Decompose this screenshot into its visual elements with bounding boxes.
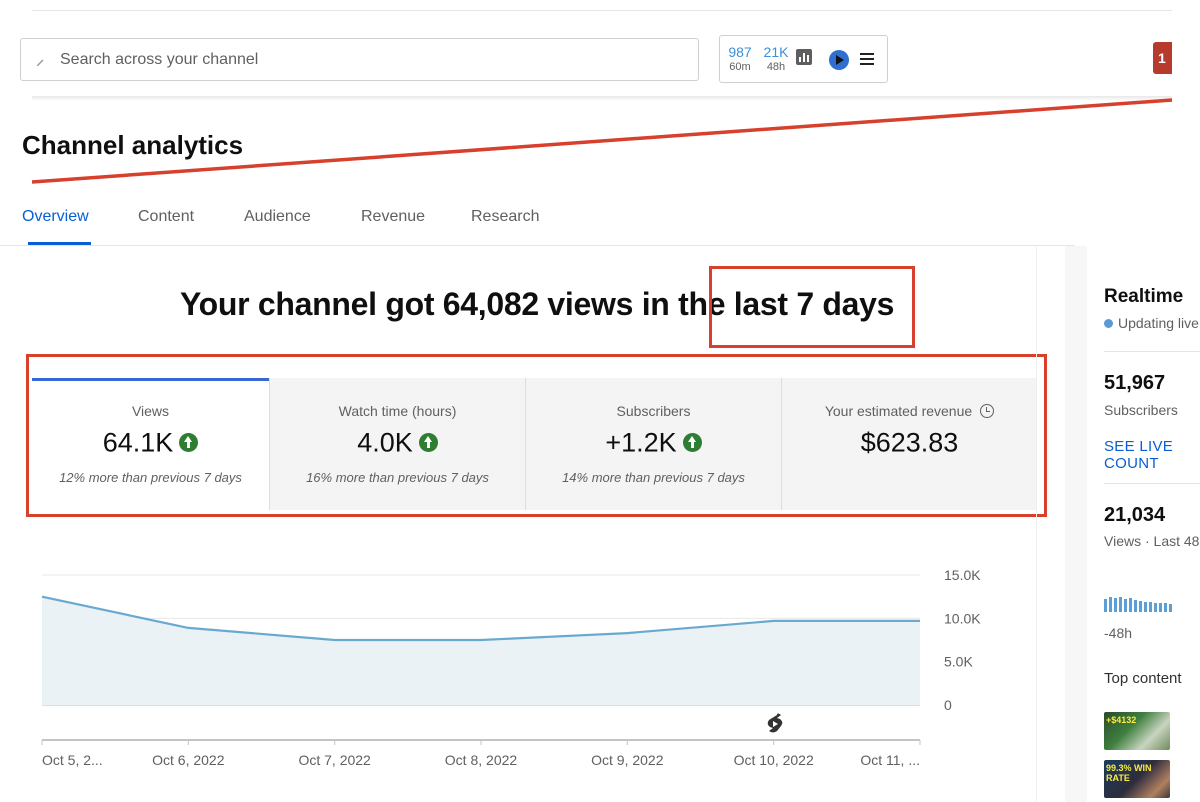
metric-card-subscribers[interactable]: Subscribers +1.2K 14% more than previous… <box>525 378 781 510</box>
y-tick-label: 5.0K <box>944 654 973 670</box>
stat-48h-value: 21K <box>763 44 789 60</box>
y-tick-label: 10.0K <box>944 610 981 626</box>
divider <box>1104 351 1200 352</box>
x-tick-label: Oct 10, 2022 <box>734 752 814 768</box>
stat-60m-label: 60m <box>729 61 751 73</box>
realtime-subscribers-value: 51,967 <box>1104 372 1166 394</box>
metric-cards: Views 64.1K 12% more than previous 7 day… <box>32 378 1037 510</box>
metric-card-watch-time[interactable]: Watch time (hours) 4.0K 16% more than pr… <box>269 378 525 510</box>
metric-title: Subscribers <box>616 403 691 419</box>
menu-icon[interactable] <box>860 53 874 65</box>
live-dot-icon <box>1104 319 1113 328</box>
metric-value: 4.0K <box>357 427 413 458</box>
x-tick-label: Oct 7, 2022 <box>298 752 371 768</box>
page-title: Channel analytics <box>22 130 244 160</box>
panel-divider <box>1036 246 1037 802</box>
top-content-thumbnail[interactable]: +$4132 <box>1104 712 1170 750</box>
analytics-tabs: Overview Content Audience Revenue Resear… <box>0 198 1075 246</box>
views-chart: 15.0K 10.0K 5.0K 0 Oct 5, 2... Oct 6, 2022 Oct… <box>41 567 981 768</box>
thumbnail-text: 99.3% WIN RATE <box>1106 763 1152 783</box>
tab-content[interactable]: Content <box>138 208 195 225</box>
arrow-up-icon <box>418 433 438 453</box>
x-tick-label: Oct 5, 2... <box>42 752 103 768</box>
metric-delta: 12% more than previous 7 days <box>59 470 242 485</box>
realtime-48h-stat[interactable]: 21K 48h <box>759 44 793 74</box>
metric-card-revenue[interactable]: Your estimated revenue $623.83 <box>781 378 1037 510</box>
tab-overview[interactable]: Overview <box>22 208 89 225</box>
panel-gutter <box>1065 246 1087 802</box>
annotation-box-period <box>709 266 915 348</box>
metric-delta: 16% more than previous 7 days <box>306 470 489 485</box>
metric-title: Watch time (hours) <box>338 403 457 419</box>
realtime-title: Realtime <box>1104 286 1184 307</box>
arrow-up-icon <box>179 433 199 453</box>
metric-delta: 14% more than previous 7 days <box>562 470 745 485</box>
vidiq-icon[interactable] <box>829 50 849 70</box>
active-card-indicator <box>32 378 269 381</box>
header-shadow <box>32 96 1172 101</box>
search-box[interactable] <box>20 38 699 81</box>
spark-axis-label: -48h <box>1104 625 1133 641</box>
metric-value: 64.1K <box>102 427 174 458</box>
realtime-subscribers-label: Subscribers <box>1104 402 1178 418</box>
realtime-views-value: 21,034 <box>1104 504 1166 526</box>
views-series-line[interactable] <box>41 595 920 642</box>
search-input[interactable] <box>60 39 680 80</box>
stat-60m-value: 987 <box>728 44 752 60</box>
metric-card-views[interactable]: Views 64.1K 12% more than previous 7 day… <box>32 378 269 510</box>
shorts-icon[interactable] <box>767 713 783 733</box>
search-icon <box>37 59 44 66</box>
metric-value: +1.2K <box>605 427 677 458</box>
metric-title: Your estimated revenue <box>824 403 973 419</box>
x-tick-label: Oct 6, 2022 <box>152 752 225 768</box>
realtime-views-label: Views · Last 48 hours <box>1104 533 1200 549</box>
y-tick-label: 0 <box>944 697 952 713</box>
active-tab-indicator <box>28 242 91 245</box>
x-tick-label: Oct 9, 2022 <box>591 752 664 768</box>
metric-value: $623.83 <box>860 427 959 458</box>
x-tick-label: Oct 8, 2022 <box>445 752 518 768</box>
vidiq-widget: 987 60m 21K 48h <box>719 35 888 83</box>
divider <box>1104 483 1200 484</box>
see-live-count-link[interactable]: SEE LIVE COUNT <box>1104 438 1174 472</box>
tab-audience[interactable]: Audience <box>244 208 311 225</box>
metric-title: Views <box>131 403 170 419</box>
tab-revenue[interactable]: Revenue <box>361 208 426 225</box>
realtime-sparkline[interactable] <box>1104 596 1200 612</box>
top-divider <box>32 10 1172 11</box>
x-tick-label: Oct 11, ... <box>860 752 920 768</box>
tab-research[interactable]: Research <box>471 208 540 225</box>
avatar[interactable]: 1 <box>1153 42 1172 74</box>
headline-summary: Your channel got 64,082 views in the las… <box>180 286 895 322</box>
realtime-status: Updating live <box>1104 315 1199 331</box>
realtime-panel: Realtime Updating live 51,967 Subscriber… <box>1087 250 1200 802</box>
clock-icon[interactable] <box>980 404 995 418</box>
stat-48h-label: 48h <box>766 61 786 73</box>
top-content-heading: Top content <box>1104 670 1182 687</box>
top-content-thumbnail[interactable]: 99.3% WIN RATE <box>1104 760 1170 798</box>
arrow-up-icon <box>682 433 702 453</box>
thumbnail-text: +$4132 <box>1106 715 1137 725</box>
views-area <box>42 596 920 705</box>
y-tick-label: 15.0K <box>944 567 981 583</box>
realtime-60m-stat[interactable]: 987 60m <box>723 44 757 74</box>
bar-chart-icon[interactable] <box>796 49 812 65</box>
annotation-box-metrics <box>26 354 1047 517</box>
